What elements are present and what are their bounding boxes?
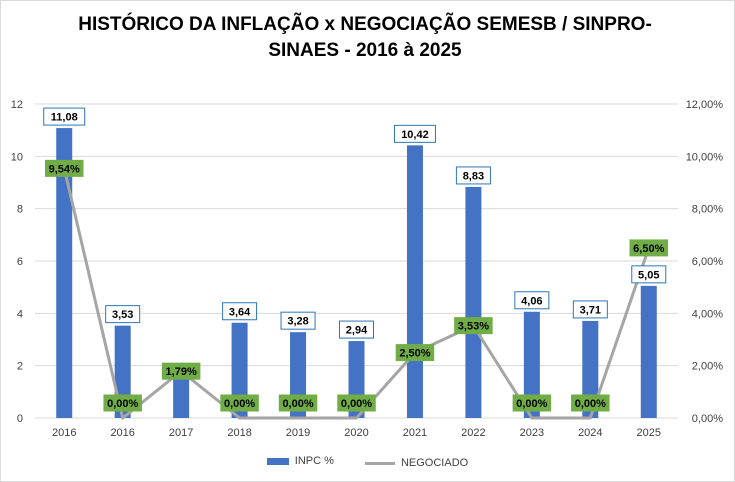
negociado-data-label: 3,53% [458,321,489,333]
line-point-negociado [355,416,358,420]
bar-label-box [105,305,141,324]
x-tick-label: 2017 [169,427,193,439]
x-tick-label: 2022 [461,427,485,439]
x-tick-label: 2020 [344,427,368,439]
bar-label-box [572,300,608,319]
negociado-data-label: 6,50% [633,243,664,255]
left-tick-label: 2 [17,361,23,373]
negociado-label-box [395,344,435,362]
bar-label-box [339,320,374,339]
left-tick-label: 8 [17,204,23,216]
x-tick-label: 2019 [286,427,310,439]
negociado-data-label: 0,00% [224,398,255,410]
left-tick-label: 0 [17,413,23,425]
bar-label-box [514,291,550,310]
bar-inpc [465,186,482,418]
negociado-data-label: 2,50% [399,348,430,360]
bar-data-label: 8,83 [463,170,484,182]
negociado-label-box [571,394,610,412]
bar-data-label: 4,06 [521,295,542,307]
legend-bar-swatch [266,457,289,465]
negociado-label-box [220,394,259,412]
bar-label-box [222,302,258,321]
chart-title-line-1: HISTÓRICO DA INFLAÇÃO x NEGOCIAÇÃO SEMES… [78,14,652,35]
line-point-negociado [530,416,534,420]
bar-data-label: 5,05 [638,269,659,281]
line-point-negociado [121,416,125,420]
bar-inpc [640,285,657,418]
negociado-label-box [103,394,142,412]
right-tick-label: 0,00% [692,413,723,425]
left-tick-label: 12 [11,99,23,111]
left-tick-label: 10 [11,151,23,163]
line-point-negociado [588,416,592,420]
right-tick-label: 4,00% [692,308,723,320]
negociado-data-label: 0,00% [516,398,547,410]
right-axis-ticks: 0,00% 2,00% 4,00% 6,00% 8,00% 10,00% 12,00% [686,99,724,425]
bar-data-label: 11,08 [51,112,78,124]
left-tick-label: 4 [17,308,23,320]
bar-data-label: 3,28 [287,316,308,328]
right-tick-label: 6,00% [692,256,723,268]
right-tick-label: 2,00% [692,361,723,373]
bar-data-labels: 11,08 3,53 3,64 3,28 2,94 10,42 8,83 4,06 3,71 5,… [43,107,667,339]
right-tick-label: 8,00% [692,204,723,216]
x-tick-label: 2025 [637,427,661,439]
bar-inpc [582,320,599,418]
legend-line-swatch [364,461,395,465]
legend-label-inpc: INPC % [294,455,334,467]
bar-data-label: 3,64 [229,306,251,318]
negociado-label-box [161,362,201,380]
x-axis-ticks: 2016 2016 2017 2018 2019 2020 2021 2022 2023 2024… [52,427,661,439]
bar-label-box [631,265,667,284]
negociado-label-box [278,394,318,412]
negociado-data-labels: 9,54% 0,00% 1,79% 0,00% 0,00% 0,00% 2,50% 3,53%… [44,159,669,412]
right-tick-label: 10,00% [686,151,724,163]
negociado-label-box [337,394,376,412]
left-tick-label: 6 [17,256,23,268]
bar-inpc [173,371,190,418]
bar-data-label: 3,71 [580,304,601,316]
x-tick-label: 2021 [403,427,427,439]
bar-data-label: 2,94 [346,325,368,337]
x-tick-label: 2018 [227,427,251,439]
bar-label-box [455,166,491,185]
bar-data-label: 3,53 [112,309,133,321]
negociado-data-label: 0,00% [107,398,138,410]
negociado-data-label: 0,00% [282,398,313,410]
line-point-negociado [296,416,300,420]
legend-item-inpc: INPC % [266,455,334,467]
legend-item-negociado: NEGOCIADO [364,457,469,469]
negociado-data-label: 0,00% [341,398,372,410]
bar-inpc [523,311,540,418]
bar-label-box [393,124,436,143]
negociado-data-label: 9,54% [49,163,80,175]
x-tick-label: 2023 [520,427,544,439]
legend-label-negociado: NEGOCIADO [400,457,469,469]
x-tick-label: 2024 [578,427,602,439]
bar-inpc [231,322,248,418]
negociado-label-box [512,394,552,412]
bar-inpc [56,128,73,418]
negociado-label-box [629,239,669,257]
bar-label-box [280,311,316,330]
negociado-data-label: 0,00% [575,398,606,410]
chart-title: HISTÓRICO DA INFLAÇÃO x NEGOCIAÇÃO SEMES… [60,12,670,64]
bar-data-label: 10,42 [401,129,429,141]
negociado-label-box [454,317,493,335]
chart-title-line-2: SINAES - 2016 à 2025 [268,40,462,61]
right-tick-label: 12,00% [686,99,724,111]
bar-label-box [43,107,86,126]
bars-inpc [56,128,657,419]
x-tick-label: 2016 [110,427,134,439]
negociado-label-box [44,159,84,177]
negociado-data-label: 1,79% [166,366,197,378]
x-tick-label: 2016 [52,427,76,439]
left-axis-ticks: 0 2 4 6 8 10 12 [11,99,23,425]
legend: INPC % NEGOCIADO [0,455,735,469]
line-point-negociado [238,416,242,420]
bar-inpc [406,145,423,419]
